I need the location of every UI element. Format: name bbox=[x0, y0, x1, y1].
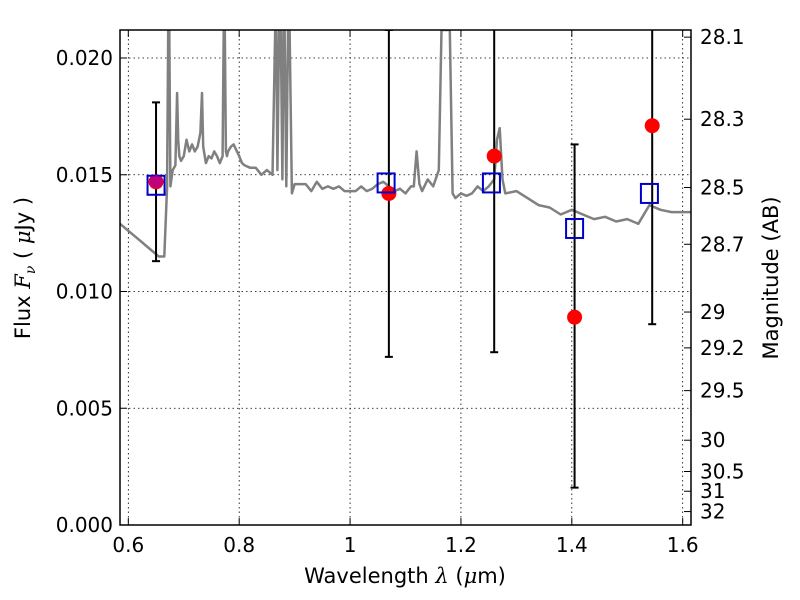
y2-tick-label: 28.5 bbox=[700, 175, 745, 199]
y2-tick-label: 28.3 bbox=[700, 107, 745, 131]
x-axis-ticks: 0.6 0.8 1 1.2 1.4 1.6 bbox=[112, 30, 699, 557]
model-photometry-marker bbox=[639, 182, 659, 204]
model-photometry-marker bbox=[481, 172, 501, 194]
model-spectrum-layer bbox=[120, 30, 691, 258]
x-tick-label: 1.2 bbox=[445, 533, 477, 557]
y2-tick-label: 28.1 bbox=[700, 25, 745, 49]
y2-tick-label: 29 bbox=[700, 300, 725, 324]
observed-point bbox=[567, 309, 583, 325]
y2-tick-label: 29.2 bbox=[700, 336, 745, 360]
y2-tick-label: 28.7 bbox=[700, 232, 745, 256]
model-photometry-marker bbox=[565, 217, 585, 239]
y-axis-title: Flux Fν ( μJy ) bbox=[11, 197, 39, 339]
y2-axis-title: Magnitude (AB) bbox=[759, 196, 783, 359]
x-axis-title: Wavelength λ (μm) bbox=[304, 564, 506, 588]
y2-tick-label: 31 bbox=[700, 479, 725, 503]
observed-point bbox=[381, 185, 397, 201]
model-spectrum-line bbox=[120, 30, 691, 258]
y2-tick-label: 29.5 bbox=[700, 379, 745, 403]
y2-tick-label: 32 bbox=[700, 500, 725, 524]
x-tick-label: 0.6 bbox=[112, 533, 144, 557]
overlap-point bbox=[149, 175, 163, 189]
y-tick-label: 0.000 bbox=[56, 513, 113, 537]
model-photometry-layer bbox=[146, 172, 659, 239]
y-tick-label: 0.010 bbox=[56, 280, 113, 304]
x-tick-label: 1 bbox=[344, 533, 357, 557]
model-photometry-marker bbox=[376, 172, 396, 194]
plot-area bbox=[120, 30, 691, 525]
y2-tick-label: 30 bbox=[700, 428, 725, 452]
x-tick-label: 1.6 bbox=[667, 533, 699, 557]
x-tick-label: 0.8 bbox=[223, 533, 255, 557]
y-axis-ticks: 0.000 0.005 0.010 0.015 0.020 bbox=[56, 46, 127, 537]
y-tick-label: 0.020 bbox=[56, 46, 113, 70]
y-tick-label: 0.015 bbox=[56, 163, 113, 187]
grid-lines bbox=[120, 30, 691, 525]
plot-frame bbox=[119, 29, 692, 526]
x-tick-label: 1.4 bbox=[556, 533, 588, 557]
y2-tick-label: 30.5 bbox=[700, 460, 745, 484]
y-tick-label: 0.005 bbox=[56, 396, 113, 420]
observed-point bbox=[486, 148, 502, 164]
observed-point bbox=[644, 118, 660, 134]
